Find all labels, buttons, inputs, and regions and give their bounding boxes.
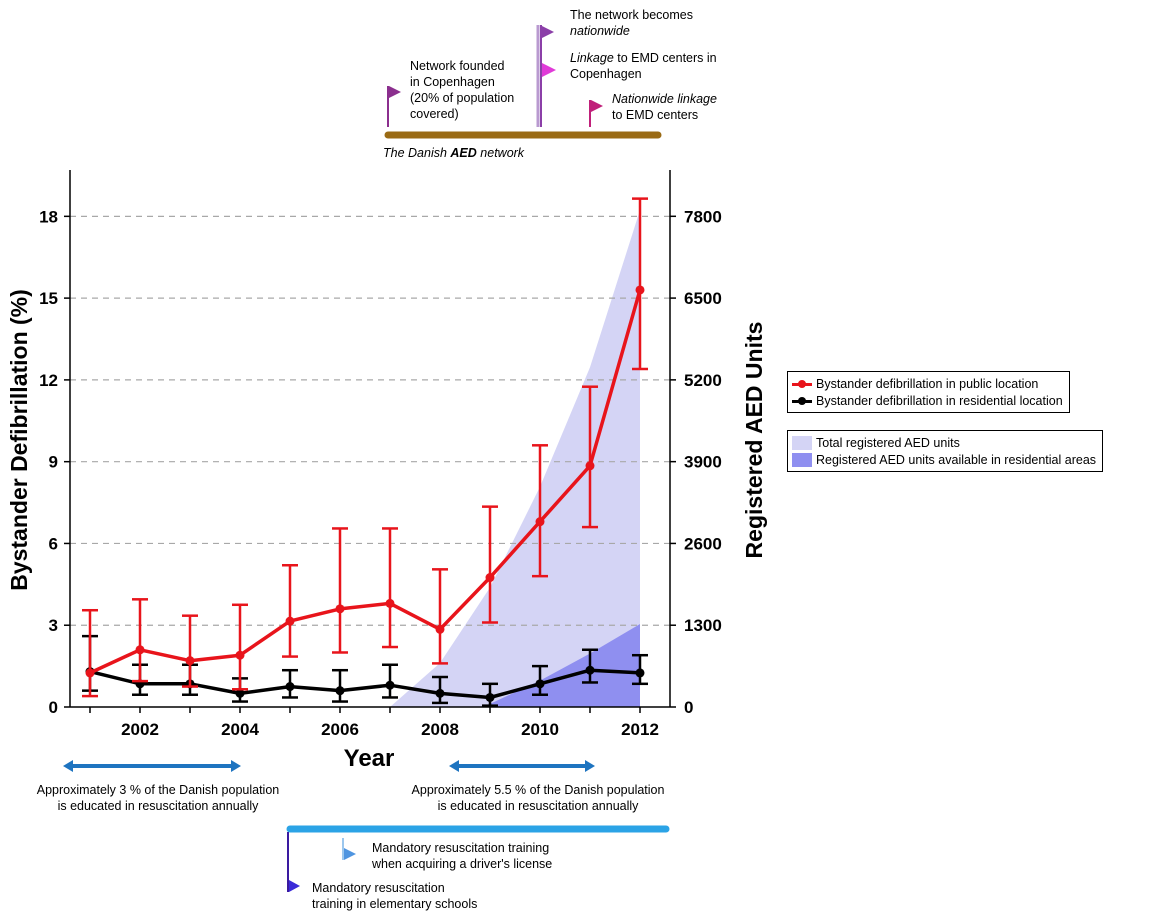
data-point xyxy=(485,573,495,583)
note-mandatory-driver: Mandatory resuscitation training when ac… xyxy=(372,841,553,871)
timeline-flag-icon xyxy=(591,100,603,112)
data-point xyxy=(385,598,395,608)
legend-marker-residential xyxy=(792,394,812,408)
series-line xyxy=(89,668,641,700)
timeline-flag-icon xyxy=(389,86,401,98)
y-tick-label: 3 xyxy=(49,616,58,635)
note-education-5pct: Approximately 5.5 % of the Danish popula… xyxy=(411,783,665,813)
data-point xyxy=(485,692,495,702)
timeline-flag-icon xyxy=(542,26,554,38)
legend-swatch-total xyxy=(792,435,812,450)
mandatory-school-flag-icon xyxy=(289,880,300,892)
data-point xyxy=(635,285,645,295)
data-point xyxy=(535,679,545,689)
x-tick-label: 2002 xyxy=(121,720,159,739)
x-axis-label: Year xyxy=(344,745,395,772)
y2-tick-label: 7800 xyxy=(684,207,722,226)
y-axis-label: Bystander Defibrillation (%) xyxy=(6,289,32,591)
note-education-3pct: Approximately 3 % of the Danish populati… xyxy=(36,783,280,813)
y-tick-label: 0 xyxy=(49,698,58,717)
y-tick-label: 15 xyxy=(39,289,58,308)
data-point xyxy=(335,686,345,696)
legend-item-total-aed: Total registered AED units xyxy=(792,434,1096,451)
legend-item-residential: Bystander defibrillation in residential … xyxy=(792,392,1063,409)
y2-tick-label: 5200 xyxy=(684,371,722,390)
data-point xyxy=(385,680,395,690)
data-point xyxy=(235,650,245,660)
education-timeline xyxy=(63,760,670,892)
y2-tick-label: 1300 xyxy=(684,616,722,635)
legend-item-public: Bystander defibrillation in public locat… xyxy=(792,375,1063,392)
y-tick-label: 9 xyxy=(49,453,58,472)
legend-item-residential-aed: Registered AED units available in reside… xyxy=(792,451,1096,468)
data-point xyxy=(335,604,345,614)
y-tick-label: 6 xyxy=(49,534,58,553)
series-line xyxy=(89,289,642,675)
legend-marker-public xyxy=(792,377,812,391)
note-mandatory-school: Mandatory resuscitation training in elem… xyxy=(312,881,478,911)
data-point xyxy=(85,668,95,678)
y2-tick-label: 0 xyxy=(684,698,693,717)
area-0 xyxy=(390,210,640,707)
y2-tick-label: 3900 xyxy=(684,453,722,472)
data-point xyxy=(285,616,295,626)
x-tick-label: 2006 xyxy=(321,720,359,739)
data-point xyxy=(135,645,145,655)
event-linkage-copenhagen: Linkage to EMD centers in Copenhagen xyxy=(570,51,717,81)
data-point xyxy=(435,624,445,634)
aed-network-timeline xyxy=(384,25,662,139)
y2-tick-label: 6500 xyxy=(684,289,722,308)
plot-area: 0 3 6 9 12 15 18 0 1300 2600 3900 5200 6500 7800 2002 2… xyxy=(6,170,767,772)
event-nationwide: The network becomes nationwide xyxy=(570,8,693,38)
data-point xyxy=(435,688,445,698)
timeline-flag-icon xyxy=(542,63,556,77)
y-tick-label: 18 xyxy=(39,207,58,226)
event-network-founded: Network founded in Copenhagen (20% of po… xyxy=(410,59,515,121)
legend-areas: Total registered AED units Registered AE… xyxy=(787,430,1104,472)
x-tick-label: 2004 xyxy=(221,720,259,739)
data-point xyxy=(535,517,545,527)
area-1 xyxy=(480,624,640,707)
data-point xyxy=(185,656,195,666)
education-arrow-left xyxy=(63,760,241,772)
event-nationwide-linkage: Nationwide linkage to EMD centers xyxy=(612,92,717,122)
x-tick-label: 2012 xyxy=(621,720,659,739)
y-tick-label: 12 xyxy=(39,371,58,390)
x-tick-label: 2010 xyxy=(521,720,559,739)
data-point xyxy=(235,688,245,698)
data-point xyxy=(285,682,295,692)
timeline-label: The Danish AED network xyxy=(383,146,525,160)
x-tick-label: 2008 xyxy=(421,720,459,739)
data-point xyxy=(585,665,595,675)
series-0 xyxy=(82,197,648,698)
legend-lines: Bystander defibrillation in public locat… xyxy=(787,371,1070,413)
y2-tick-label: 2600 xyxy=(684,534,722,553)
legend-swatch-residential xyxy=(792,452,812,467)
data-point xyxy=(585,461,595,471)
y2-axis-label: Registered AED Units xyxy=(741,322,767,559)
mandatory-driver-flag-icon xyxy=(344,848,356,860)
data-point xyxy=(635,668,645,678)
education-arrow-right xyxy=(449,760,595,772)
